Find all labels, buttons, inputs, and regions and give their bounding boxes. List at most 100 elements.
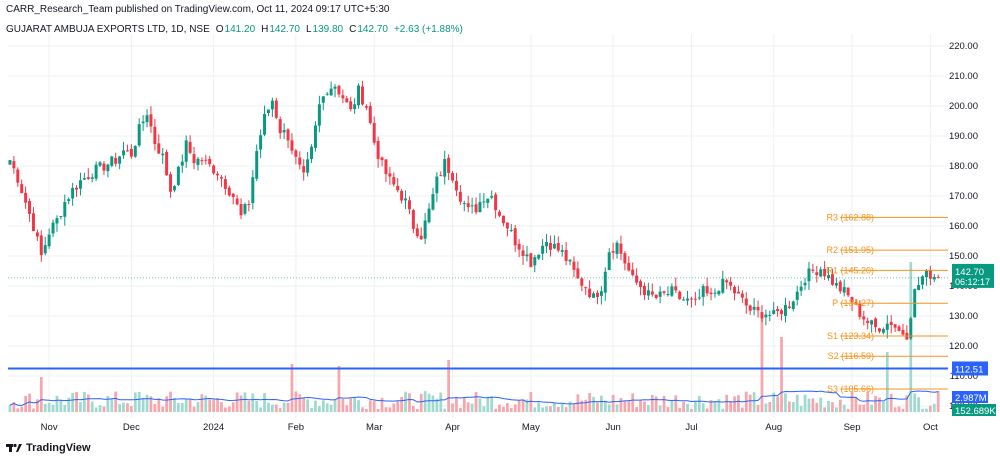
volume-bar [435,398,439,412]
candle-body [8,160,12,165]
candle-body [59,216,63,218]
volume-bar [341,398,345,412]
candle-body [454,180,458,191]
candle-body [780,310,784,315]
candle-body [188,141,192,153]
candle-body [650,291,654,295]
candle-body [313,125,317,148]
volume-bar [16,408,20,412]
footer-brand[interactable]: TradingView [6,442,91,454]
volume-bar [870,404,873,412]
price-chart[interactable]: R3 (162.88) R2 (151.95) R1 (145.20) P (134.… [0,0,1000,440]
candle-body [776,309,780,312]
volume-bar [325,403,329,412]
volume-bar [811,398,815,412]
tradingview-logo-icon [6,443,22,452]
candle-body [823,268,827,277]
candle-body [713,292,717,294]
volume-bar [772,392,776,412]
volume-bar [788,401,791,412]
volume-bar [709,400,713,412]
x-tick-label: Jul [685,422,697,433]
open-value: 141.20 [224,24,256,35]
candle-body [580,278,584,286]
volume-bar [764,403,768,412]
candle-body [509,230,513,232]
volume-bar [51,404,55,412]
candle-body [458,191,462,202]
volume-bar [290,364,294,412]
candle-body [595,292,599,298]
volume-bar [443,408,447,412]
volume-bar [415,408,419,412]
volume-bar [361,407,364,412]
volume-bar [208,399,212,412]
pivot-label: S1 (123.34) [827,331,874,341]
candle-body [118,156,122,164]
candle-body [259,135,263,150]
volume-bar [654,396,658,412]
volume-ma-line [9,390,939,407]
candle-body [866,320,870,323]
volume-bar [431,395,435,412]
candle-body [55,218,59,224]
candle-body [208,158,212,165]
candle-body [82,178,86,180]
volume-bar [165,396,168,412]
candle-body [631,269,635,276]
volume-bar [404,391,407,412]
candle-body [149,114,153,127]
symbol-title[interactable]: GUJARAT AMBUJA EXPORTS LTD, 1D, NSE [6,24,210,35]
volume-bar [216,398,219,412]
volume-bar [118,404,121,412]
volume-bar [611,394,615,412]
volume-bar [882,401,885,412]
candle-body [490,196,494,198]
volume-bar [396,401,400,412]
volume-bar [913,393,917,412]
y-tick-label: 220.00 [949,41,978,52]
last-price-label: 142.70 [955,267,984,278]
candle-body [125,150,129,152]
candle-body [278,119,282,134]
candle-body [94,164,98,179]
y-tick-label: 130.00 [949,311,978,322]
candle-body [368,106,372,123]
candle-body [384,159,388,175]
candle-body [795,291,799,300]
volume-bar [321,400,325,412]
volume-bar [815,402,819,412]
volume-bar [239,395,243,412]
volume-ma-badge [952,391,988,403]
candle-body [439,175,443,177]
candle-body [176,166,180,185]
candle-body [529,253,533,267]
candle-body [306,159,310,173]
candle-body [693,298,697,300]
volume-bar [43,403,47,412]
candle-body [411,210,415,229]
candle-body [90,177,94,179]
last-price-badge [952,263,994,288]
candle-body [599,291,603,296]
candle-body [787,306,791,308]
volume-bar [59,400,63,412]
volume-bar [243,392,247,412]
volume-bar [588,392,591,412]
candle-body [427,208,431,223]
candle-body [885,323,889,330]
volume-bar [490,396,494,412]
volume-bar [447,360,450,412]
volume-bar [607,404,611,412]
volume-bar [897,406,901,412]
candle-body [165,151,169,176]
volume-bar [878,397,881,412]
candle-body [153,126,157,145]
volume-bar [306,399,309,412]
candle-body [239,204,243,216]
candle-body [129,148,133,157]
candle-body [666,293,670,295]
volume-bar [553,403,556,412]
candle-body [486,198,490,203]
candle-body [16,169,20,183]
